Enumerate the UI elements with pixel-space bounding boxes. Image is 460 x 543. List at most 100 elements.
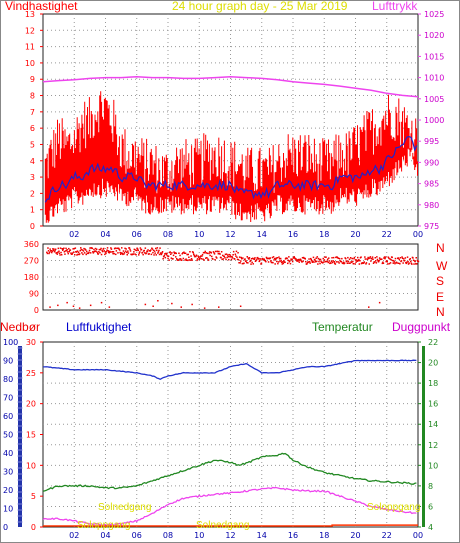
direction-point: [330, 262, 332, 264]
direction-point: [89, 304, 92, 307]
direction-point: [118, 249, 121, 251]
direction-point: [400, 260, 403, 262]
temp-tick-label: 22: [428, 338, 438, 347]
direction-point: [227, 255, 229, 258]
direction-point: [332, 260, 334, 262]
direction-point: [153, 254, 155, 256]
direction-point: [274, 263, 276, 265]
direction-point: [210, 252, 212, 254]
direction-point: [47, 247, 49, 249]
direction-point: [200, 255, 202, 257]
direction-point: [319, 262, 321, 265]
x-tick-label: 06: [132, 230, 142, 239]
direction-point: [57, 304, 59, 307]
direction-point: [197, 256, 200, 258]
direction-point: [103, 250, 105, 252]
direction-point: [182, 252, 184, 254]
direction-point: [157, 251, 160, 253]
direction-point: [115, 253, 117, 256]
direction-point: [144, 247, 147, 249]
direction-point: [414, 260, 416, 263]
direction-point: [298, 261, 300, 263]
direction-point: [404, 257, 407, 259]
direction-point: [408, 262, 410, 264]
compass-label: N: [436, 305, 445, 319]
x-tick-label: 22: [382, 230, 392, 239]
direction-point: [342, 261, 345, 263]
x-tick-label: 04: [100, 531, 110, 540]
temp-tick-label: 6: [428, 502, 433, 511]
direction-point: [195, 255, 197, 258]
direction-point: [160, 253, 163, 256]
direction-point: [256, 256, 259, 259]
direction-point: [389, 258, 391, 260]
direction-point: [223, 255, 226, 258]
direction-point: [252, 257, 254, 260]
direction-point: [86, 250, 88, 253]
direction-point: [105, 252, 107, 255]
direction-point: [401, 257, 404, 259]
direction-point: [231, 255, 233, 258]
direction-point: [113, 253, 115, 255]
direction-point: [149, 250, 151, 252]
direction-point: [370, 260, 372, 262]
direction-point: [219, 253, 221, 255]
direction-point: [242, 257, 244, 259]
x-tick-label: 04: [100, 230, 110, 239]
temp-tick-label: 10: [428, 461, 438, 470]
direction-point: [136, 247, 138, 249]
direction-point: [276, 257, 279, 259]
direction-point: [322, 257, 324, 260]
direction-point: [346, 260, 348, 263]
direction-point: [214, 250, 217, 253]
y2-tick-label: 980: [424, 201, 439, 210]
direction-point: [384, 257, 386, 260]
rain-tick-label: 40: [3, 449, 13, 458]
direction-point: [195, 254, 198, 256]
y2-tick-label: 1015: [424, 52, 444, 61]
direction-point: [139, 251, 141, 253]
direction-point: [189, 251, 191, 253]
direction-point: [323, 261, 325, 263]
direction-point: [201, 253, 204, 256]
direction-point: [368, 306, 370, 308]
direction-point: [408, 258, 411, 261]
direction-point: [132, 253, 134, 255]
humidity-series: [43, 359, 417, 381]
direction-point: [67, 252, 69, 255]
direction-point: [410, 262, 413, 265]
direction-point: [59, 247, 62, 249]
x-tick-label: 10: [194, 531, 204, 540]
mm-tick-label: 30: [26, 338, 36, 347]
wind-speed-label: Vindhastighet: [5, 0, 78, 13]
direction-point: [371, 258, 373, 260]
direction-point: [267, 261, 270, 263]
direction-point: [265, 260, 267, 263]
direction-point: [234, 258, 236, 260]
direction-point: [318, 258, 321, 261]
direction-point: [201, 255, 203, 257]
direction-point: [127, 250, 129, 252]
direction-point: [141, 251, 144, 254]
direction-point: [402, 258, 405, 260]
direction-point: [241, 262, 244, 265]
direction-point: [409, 258, 411, 260]
direction-point: [389, 262, 392, 264]
rain-tick-label: 70: [3, 394, 13, 403]
direction-point: [101, 249, 103, 252]
direction-point: [284, 261, 286, 263]
direction-point: [105, 250, 108, 253]
direction-point: [320, 260, 322, 262]
direction-point: [318, 260, 320, 263]
direction-tick-label: 270: [24, 257, 39, 266]
direction-point: [66, 301, 68, 304]
direction-point: [57, 247, 60, 250]
direction-point: [106, 247, 109, 249]
direction-point: [89, 247, 91, 249]
direction-point: [340, 261, 343, 263]
direction-point: [353, 257, 355, 260]
direction-point: [51, 251, 53, 254]
direction-point: [100, 253, 103, 256]
direction-point: [178, 258, 181, 260]
